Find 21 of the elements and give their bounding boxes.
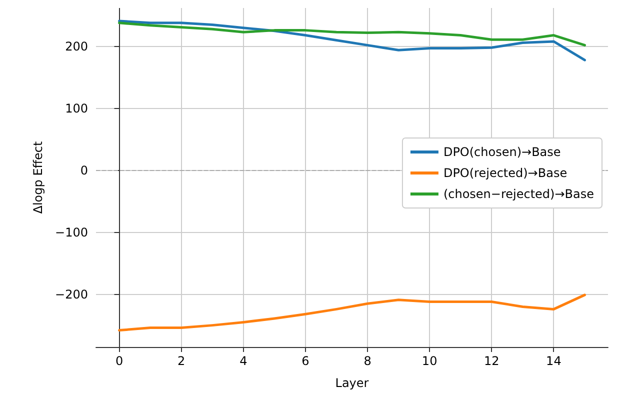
x-tick-label: 6 (302, 354, 310, 368)
line-series (118, 294, 586, 332)
line-series (118, 20, 586, 62)
y-tick-label: −100 (55, 225, 88, 240)
x-tick-label: 14 (546, 354, 562, 368)
y-tick-label: 0 (80, 163, 88, 178)
y-tick-label: −200 (55, 287, 88, 302)
y-axis-title: Δlogp Effect (31, 140, 46, 214)
x-tick-label: 4 (240, 354, 248, 368)
x-tick-label: 12 (484, 354, 500, 368)
x-tick-label: 8 (364, 354, 372, 368)
legend-label: DPO(rejected)→Base (443, 166, 568, 180)
legend-label: (chosen−rejected)→Base (443, 187, 594, 201)
y-tick-label: 100 (65, 101, 88, 116)
x-tick-label: 2 (178, 354, 186, 368)
x-tick-label: 10 (422, 354, 438, 368)
x-tick-label: 0 (115, 354, 124, 368)
line-series (118, 22, 586, 46)
legend-label: DPO(chosen)→Base (443, 145, 561, 159)
x-axis-title: Layer (335, 376, 369, 390)
y-tick-label: 200 (65, 39, 88, 54)
